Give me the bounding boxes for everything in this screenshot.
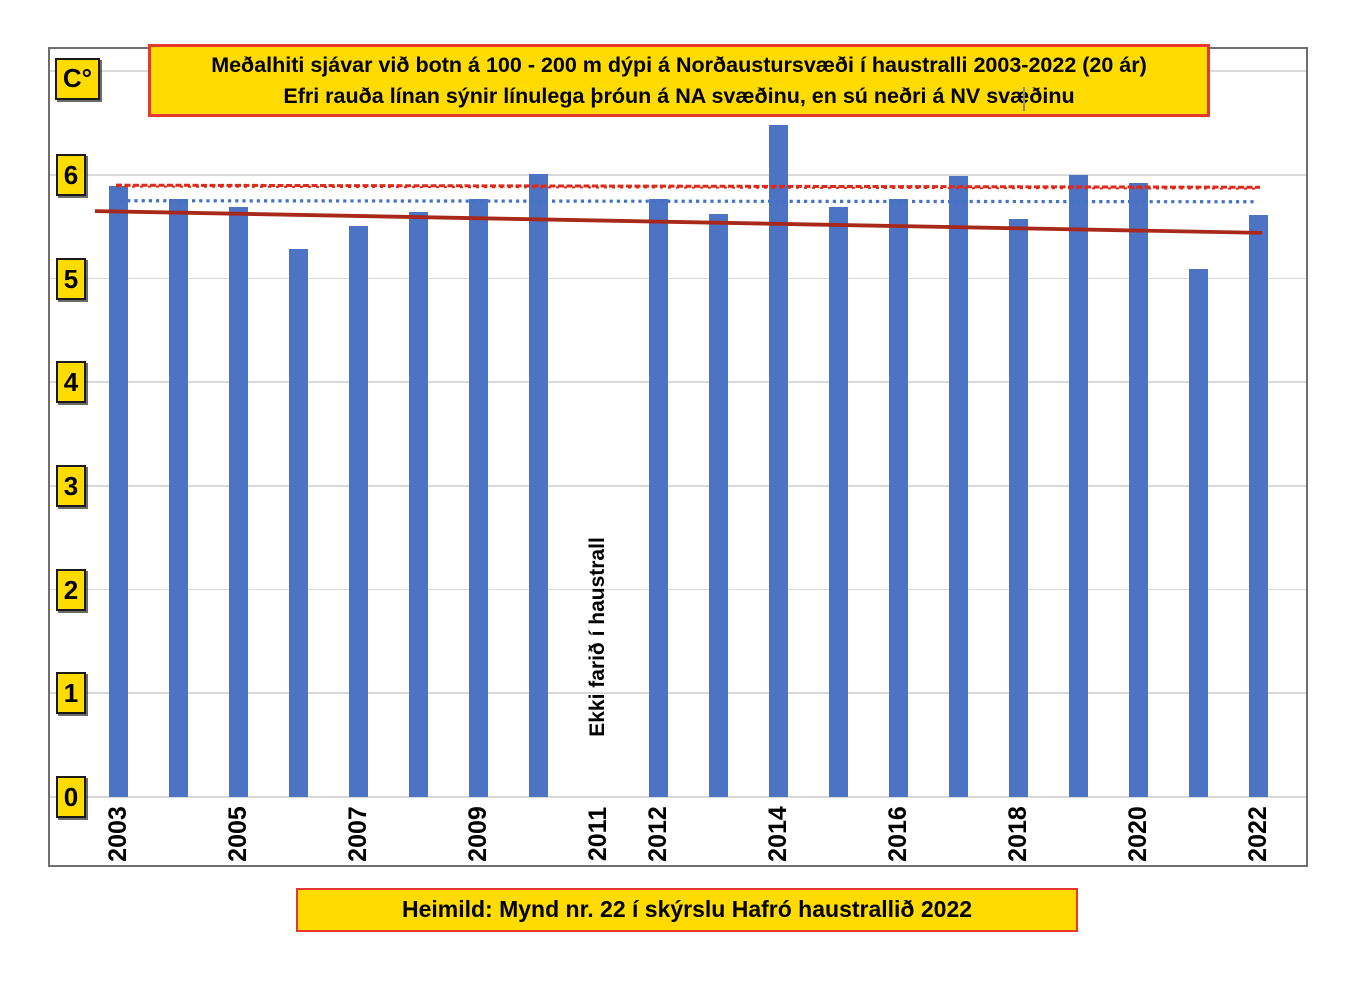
source-caption: Heimild: Mynd nr. 22 í skýrslu Hafró hau…	[401, 896, 973, 922]
y-axis-unit-label: C°	[62, 63, 93, 93]
y-tick-box-1: 1	[56, 672, 86, 715]
refline-na-trend-upper-red-texture	[115, 185, 1261, 190]
text-cursor-artifact	[1023, 87, 1025, 111]
bar-2005	[228, 206, 248, 797]
x-tick-label-2016: 2016	[883, 806, 912, 862]
x-tick-label-2003: 2003	[103, 806, 132, 862]
chart-title-line1: Meðalhiti sjávar við botn á 100 - 200 m …	[211, 52, 1147, 77]
bar-2007	[348, 225, 368, 797]
x-tick-label-2009: 2009	[463, 806, 492, 862]
gridline-5	[50, 277, 1306, 280]
bar-2022	[1248, 215, 1268, 797]
bar-2018	[1008, 219, 1028, 797]
bar-2016	[888, 198, 908, 797]
bar-2013	[708, 214, 728, 797]
gridline-1	[50, 692, 1306, 695]
x-tick-label-2018: 2018	[1003, 806, 1032, 862]
y-axis-unit-box: C°	[55, 58, 100, 100]
y-tick-box-3: 3	[56, 464, 86, 507]
x-tick-label-2012: 2012	[643, 806, 672, 862]
bar-2003	[108, 186, 128, 797]
x-tick-label-2020: 2020	[1123, 806, 1152, 862]
bar-2009	[468, 198, 488, 797]
y-tick-box-0: 0	[56, 776, 86, 818]
bar-2015	[828, 206, 848, 797]
bar-2020	[1128, 183, 1148, 797]
gridline-0	[50, 796, 1306, 798]
x-tick-label-2022: 2022	[1243, 806, 1272, 862]
y-tick-box-2: 2	[56, 568, 86, 611]
bar-2019	[1068, 174, 1088, 797]
gridline-3	[50, 484, 1306, 487]
plot-area: Meðalhiti sjávar við botn á 100 - 200 m …	[50, 44, 1306, 865]
refline-na-trend-upper-red	[115, 183, 1261, 189]
x-tick-label-2005: 2005	[223, 806, 252, 862]
bar-2021	[1188, 269, 1208, 797]
bar-2017	[948, 175, 968, 797]
bar-2006	[288, 249, 308, 797]
chart-frame: Meðalhiti sjávar við botn á 100 - 200 m …	[48, 44, 1308, 867]
y-tick-box-4: 4	[56, 361, 86, 404]
chart-title-box: Meðalhiti sjávar við botn á 100 - 200 m …	[148, 44, 1210, 117]
gridline-4	[50, 381, 1306, 383]
source-caption-box: Heimild: Mynd nr. 22 í skýrslu Hafró hau…	[296, 888, 1078, 932]
bar-2008	[408, 212, 428, 797]
gridline-6	[50, 173, 1306, 176]
gridline-2	[50, 588, 1306, 591]
y-tick-box-5: 5	[56, 257, 86, 300]
y-tick-box-6: 6	[56, 153, 86, 196]
x-tick-label-2014: 2014	[763, 806, 792, 862]
bar-2014	[768, 125, 788, 797]
missing-year-note: Ekki farið í haustrall	[586, 537, 609, 737]
x-tick-label-2007: 2007	[343, 806, 372, 862]
chart-title-line2: Efri rauða línan sýnir línulega þróun á …	[283, 83, 1075, 108]
bar-2012	[648, 198, 668, 797]
bar-2010	[528, 173, 548, 797]
bar-2004	[168, 198, 188, 797]
